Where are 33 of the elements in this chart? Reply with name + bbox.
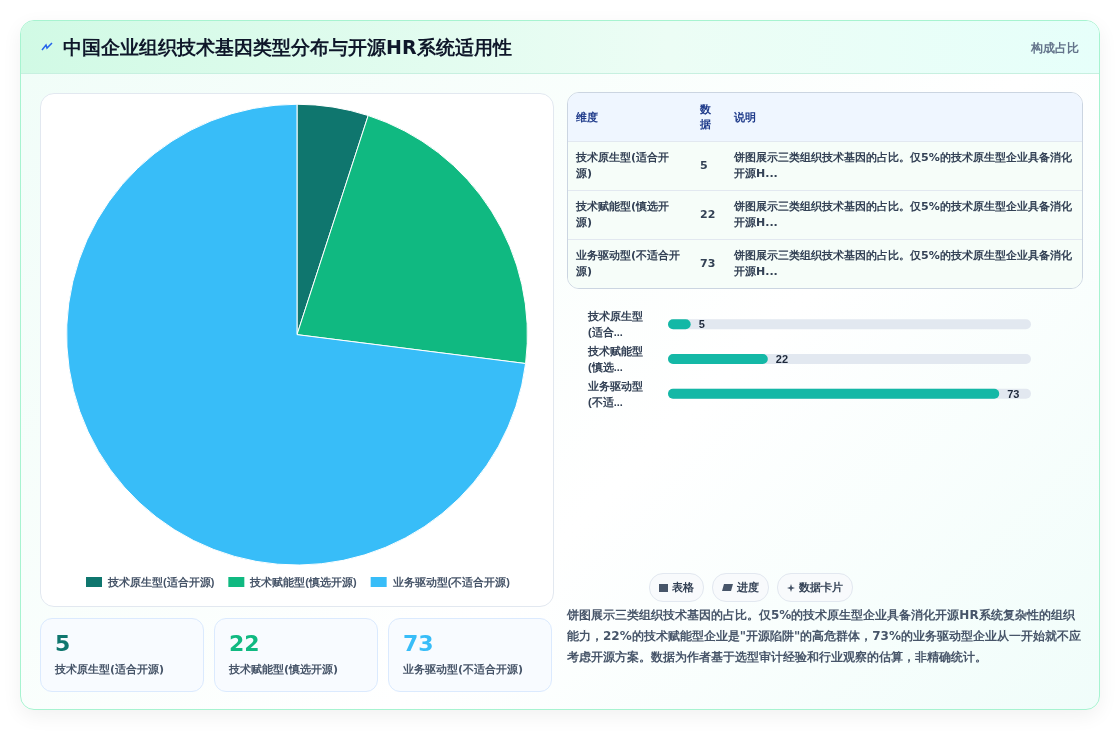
text: 进度 [737,580,759,595]
text: 饼图展示三类组织技术基因的占比。仅5%的技术原生型企业具备消化开源H... [726,190,1082,240]
text: 73 [692,239,726,288]
y-tick-label: 技术原生型(适合... [587,310,643,339]
text: 技术原生型(适合开源) [568,141,692,191]
y-tick-label: 技术赋能型(慎选... [587,345,643,373]
data-label: 73 [1007,387,1020,400]
text: 业务驱动型(不适合开源) [568,239,692,288]
legend-label: 技术赋能型(慎选开源) [249,576,357,588]
data-label: 5 [698,318,705,331]
text: 数据 [692,93,726,142]
text: 技术原生型(适合开源) [55,662,166,677]
text: 业务驱动型(不适合开源) [403,662,525,677]
legend-label: 业务驱动型(不适合开源) [391,576,511,588]
y-tick-label: 业务驱动型(不适... [587,379,643,408]
text: 饼图展示三类组织技术基因的占比。仅5%的技术原生型企业具备消化开源H... [726,141,1082,191]
text: 数据卡片 [799,580,843,595]
text: 73 [403,631,435,656]
text: 22 [692,190,726,240]
text: 技术赋能型(慎选开源) [229,662,340,677]
text: 维度 [568,93,692,142]
text: 饼图展示三类组织技术基因的占比。仅5%的技术原生型企业具备消化开源H... [726,239,1082,288]
text: 技术赋能型(慎选开源) [568,190,692,240]
text: 构成占比 [1031,40,1079,57]
data-label: 22 [775,353,789,365]
legend-label: 技术原生型(适合开源) [107,576,215,588]
text: 表格 [672,580,694,595]
text: 5 [692,141,726,191]
text: 5 [55,631,72,656]
text: 22 [229,631,261,656]
chart-title: 中国企业组织技术基因类型分布与开源HR系统适用性 [63,35,512,60]
text: 饼图展示三类组织技术基因的占比。仅5%的技术原生型企业具备消化开源HR系统复杂性的组织能力，22%的技术赋能型企业是"开源陷阱"的高危群体，73%的业务驱动型企业从一开始就不应考虑开源方案。数据为作者基于选型审计经验和行业观察的估算，非精确统计。 [567,607,1081,666]
text: 说明 [726,93,1082,142]
